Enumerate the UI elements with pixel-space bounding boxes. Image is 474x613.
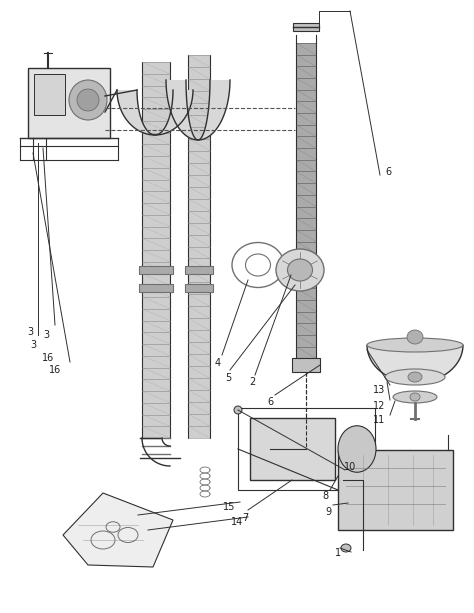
Polygon shape [188, 55, 210, 438]
Text: 13: 13 [373, 385, 385, 395]
Polygon shape [139, 284, 173, 292]
Text: 3: 3 [30, 340, 36, 350]
Text: 8: 8 [322, 491, 328, 501]
Ellipse shape [69, 80, 107, 120]
Polygon shape [185, 284, 213, 292]
Text: 16: 16 [49, 365, 61, 375]
Text: 9: 9 [325, 507, 331, 517]
Polygon shape [28, 68, 110, 138]
Polygon shape [292, 358, 320, 372]
Polygon shape [296, 43, 316, 370]
Polygon shape [34, 74, 65, 115]
Text: 11: 11 [373, 415, 385, 425]
Ellipse shape [407, 330, 423, 344]
Ellipse shape [288, 259, 312, 281]
Ellipse shape [338, 426, 376, 472]
Polygon shape [367, 345, 463, 383]
Ellipse shape [367, 338, 463, 352]
Text: 6: 6 [385, 167, 391, 177]
Polygon shape [338, 450, 453, 530]
Text: 15: 15 [223, 502, 235, 512]
Text: 14: 14 [231, 517, 243, 527]
Ellipse shape [393, 391, 437, 403]
Text: 7: 7 [242, 513, 248, 523]
Polygon shape [139, 266, 173, 274]
Ellipse shape [341, 544, 351, 552]
Polygon shape [63, 493, 173, 567]
Text: 6: 6 [267, 397, 273, 407]
Text: 4: 4 [215, 358, 221, 368]
Polygon shape [142, 62, 170, 438]
Text: 2: 2 [249, 377, 255, 387]
Ellipse shape [276, 249, 324, 291]
Text: 5: 5 [225, 373, 231, 383]
Text: 3: 3 [43, 330, 49, 340]
Polygon shape [250, 418, 335, 480]
Polygon shape [117, 90, 193, 135]
Text: 3: 3 [27, 327, 33, 337]
Ellipse shape [408, 372, 422, 382]
Ellipse shape [410, 393, 420, 401]
Ellipse shape [385, 369, 445, 385]
Ellipse shape [234, 406, 242, 414]
Ellipse shape [77, 89, 99, 111]
Text: 10: 10 [344, 462, 356, 472]
Text: 16: 16 [42, 353, 54, 363]
Text: 1: 1 [335, 548, 341, 558]
Polygon shape [166, 80, 230, 140]
Text: 12: 12 [373, 401, 385, 411]
Polygon shape [293, 23, 319, 31]
Polygon shape [185, 266, 213, 274]
